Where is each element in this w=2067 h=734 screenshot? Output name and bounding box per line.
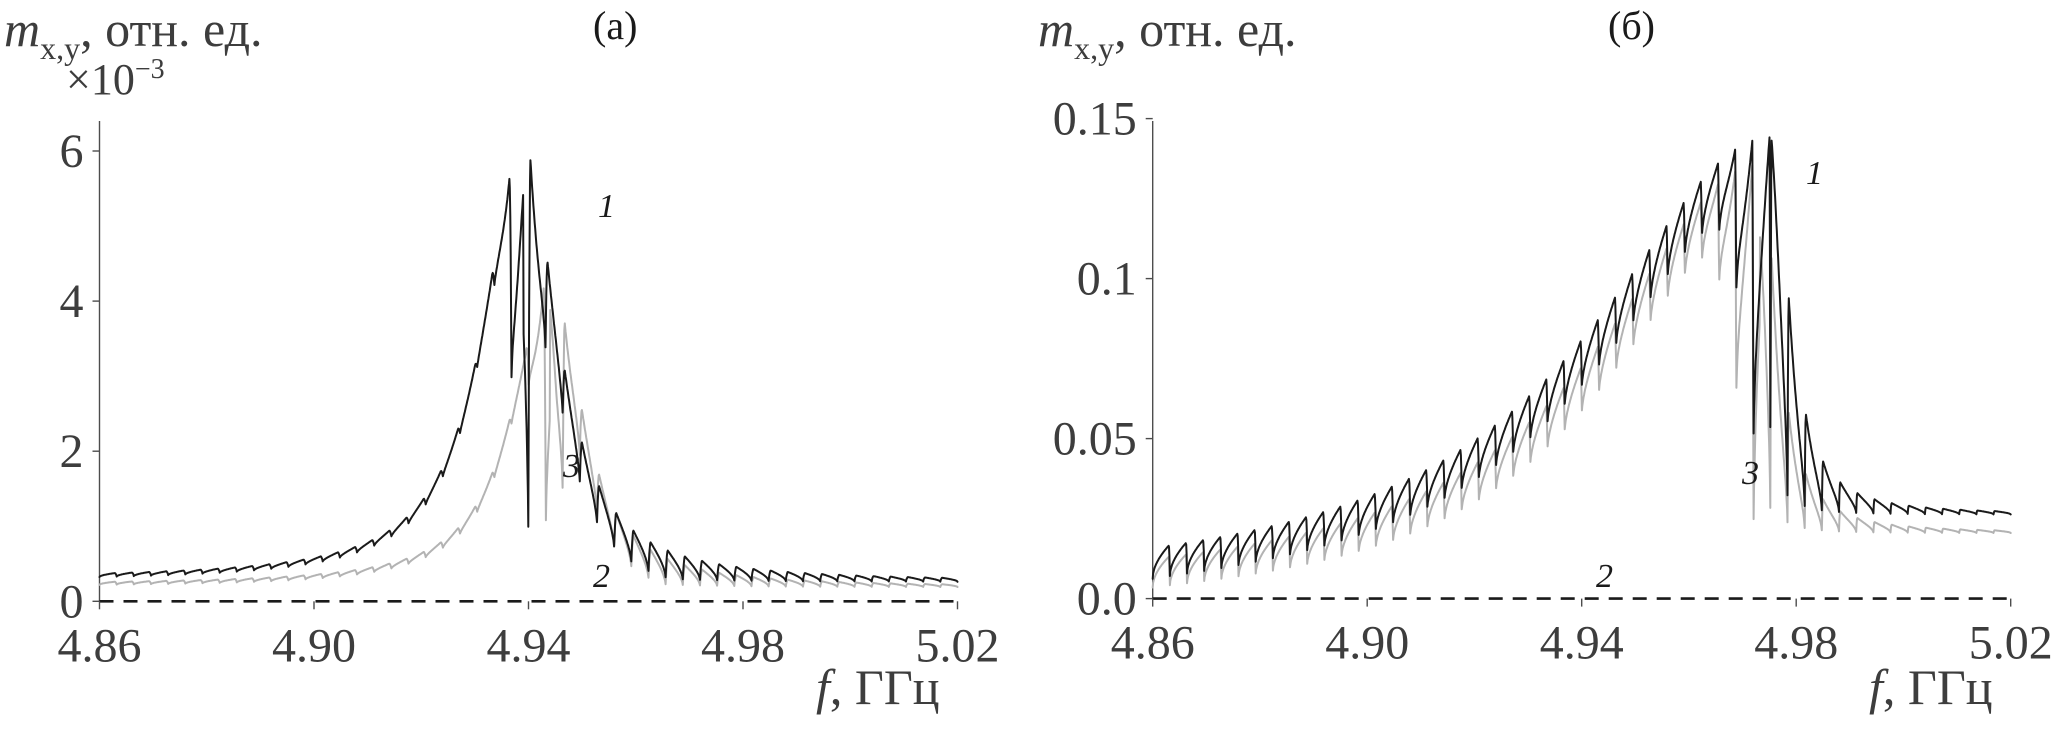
svg-text:0.1: 0.1	[1077, 253, 1137, 306]
svg-text:4.86: 4.86	[1111, 617, 1195, 670]
svg-text:4.94: 4.94	[1540, 617, 1624, 670]
svg-text:4.90: 4.90	[1325, 617, 1409, 670]
svg-text:0.15: 0.15	[1053, 93, 1137, 146]
svg-text:4.98: 4.98	[1754, 617, 1838, 670]
svg-text:0.05: 0.05	[1053, 413, 1137, 466]
